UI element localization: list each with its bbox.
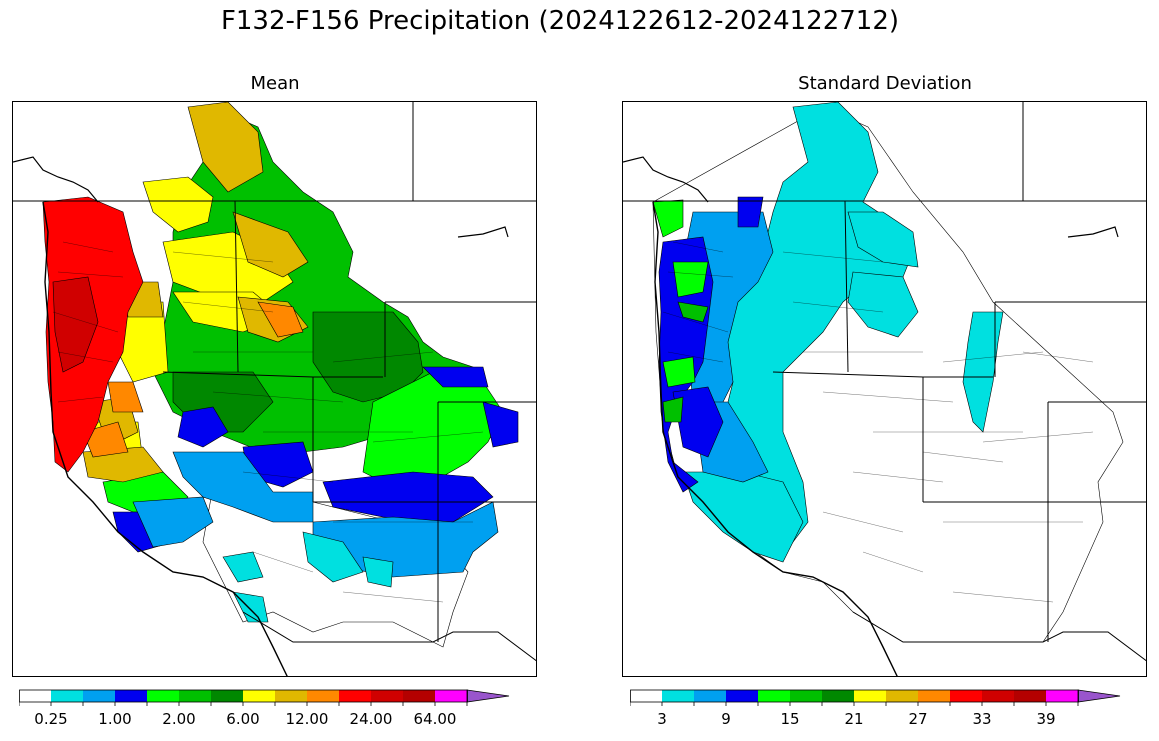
sd-panel-title: Standard Deviation xyxy=(798,73,972,94)
colorbar-outline xyxy=(19,689,468,703)
colorbar-segment xyxy=(822,690,854,702)
colorbar-segment xyxy=(982,690,1014,702)
mean-panel-title: Mean xyxy=(250,73,300,94)
colorbar-segment xyxy=(1014,690,1046,702)
region-cyan-1 xyxy=(302,531,364,583)
region-blue-4 xyxy=(482,401,519,448)
colorbar-segment xyxy=(726,690,758,702)
sd-blue-2 xyxy=(672,386,724,458)
colorbar-tick-label: 33 xyxy=(972,710,992,728)
colorbar-segment xyxy=(630,690,662,702)
colorbar-segment xyxy=(758,690,790,702)
mean-map-svg xyxy=(13,102,536,676)
colorbar-segment xyxy=(211,690,243,702)
region-blue-5 xyxy=(422,366,489,388)
colorbar-tick-label: 24.00 xyxy=(349,710,393,728)
colorbar-segment xyxy=(886,690,918,702)
colorbar-segment xyxy=(339,690,371,702)
colorbar-segment xyxy=(435,690,467,702)
region-lightblue-1 xyxy=(172,451,314,523)
region-cyan-4 xyxy=(362,556,394,588)
region-yellow-1 xyxy=(142,176,214,233)
colorbar-segment xyxy=(51,690,83,702)
colorbar-tick-label: 2.00 xyxy=(162,710,196,728)
colorbar-segment xyxy=(83,690,115,702)
sd-cyan-west xyxy=(682,471,804,563)
sd-blue-3 xyxy=(737,196,764,228)
mean-colorbar xyxy=(19,689,510,706)
colorbar-segment xyxy=(854,690,886,702)
region-darkred xyxy=(52,276,99,373)
colorbar-segment xyxy=(275,690,307,702)
region-orange-3 xyxy=(82,421,129,458)
colorbar-segment xyxy=(115,690,147,702)
region-blue-1 xyxy=(177,406,229,448)
colorbar-segment xyxy=(19,690,51,702)
region-orange-2 xyxy=(107,381,144,413)
sd-map-svg xyxy=(623,102,1146,676)
colorbar-tick-label: 21 xyxy=(844,710,864,728)
colorbar-segment xyxy=(1046,690,1078,702)
sd-cyan-east-2 xyxy=(847,271,919,338)
mean-map xyxy=(12,101,537,677)
colorbar-segment xyxy=(371,690,403,702)
colorbar-tick-label: 9 xyxy=(721,710,731,728)
colorbar-tick-label: 39 xyxy=(1036,710,1056,728)
colorbar-outline xyxy=(630,689,1079,703)
colorbar-tick-label: 15 xyxy=(780,710,800,728)
sd-green-2 xyxy=(672,261,709,298)
region-gold-1 xyxy=(187,102,264,193)
region-gold-2 xyxy=(232,211,309,278)
colorbar-tick-label: 64.00 xyxy=(413,710,457,728)
coast-outline xyxy=(42,201,288,676)
colorbar-tick-label: 12.00 xyxy=(285,710,329,728)
colorbar-segment xyxy=(662,690,694,702)
figure-title: F132-F156 Precipitation (2024122612-2024… xyxy=(220,6,900,36)
colorbar-segment xyxy=(403,690,435,702)
region-blue-3 xyxy=(322,471,494,523)
colorbar-tick-label: 3 xyxy=(657,710,667,728)
colorbar-segment xyxy=(918,690,950,702)
colorbar-extend-arrow xyxy=(1077,689,1121,703)
colorbar-segment xyxy=(307,690,339,702)
sd-green-5 xyxy=(662,396,684,423)
colorbar-segment xyxy=(790,690,822,702)
colorbar-segment xyxy=(147,690,179,702)
colorbar-tick-label: 6.00 xyxy=(226,710,260,728)
colorbar-extend-arrow xyxy=(466,689,510,703)
region-orange-1 xyxy=(257,301,304,338)
colorbar-tick-label: 1.00 xyxy=(98,710,132,728)
sd-green-4 xyxy=(662,356,696,388)
colorbar-segment xyxy=(243,690,275,702)
sd-cyan-east-1 xyxy=(847,211,919,268)
region-cyan-2 xyxy=(222,551,264,583)
sd-map xyxy=(622,101,1147,677)
colorbar-segment xyxy=(694,690,726,702)
colorbar-segment xyxy=(179,690,211,702)
colorbar-tick-label: 27 xyxy=(908,710,928,728)
colorbar-segment xyxy=(950,690,982,702)
sd-green-3 xyxy=(677,301,709,323)
sd-colorbar xyxy=(630,689,1121,706)
region-lightblue-3 xyxy=(132,496,214,548)
colorbar-tick-label: 0.25 xyxy=(34,710,68,728)
